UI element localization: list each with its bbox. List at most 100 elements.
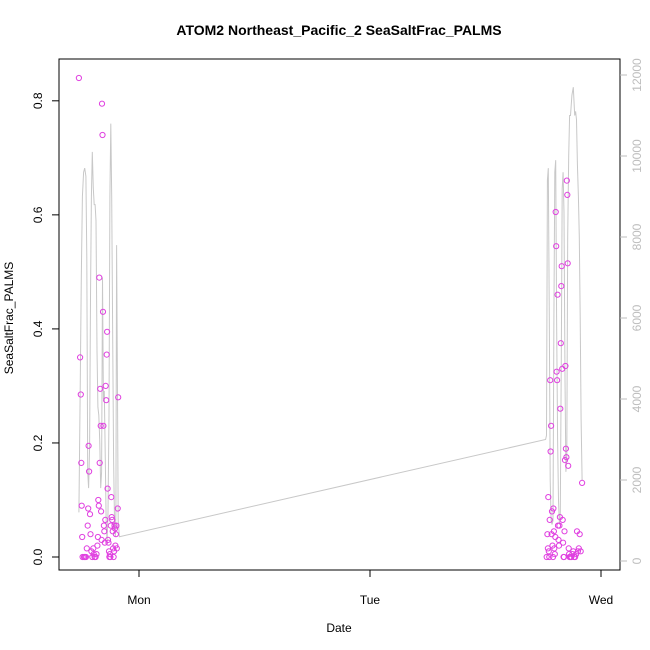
data-point bbox=[75, 74, 83, 82]
data-point bbox=[111, 525, 119, 532]
data-point bbox=[560, 539, 567, 546]
data-point bbox=[551, 545, 558, 552]
data-point bbox=[82, 553, 90, 561]
x-tick-label: Mon bbox=[127, 593, 150, 607]
data-point bbox=[86, 468, 93, 475]
data-point bbox=[550, 505, 557, 512]
data-point bbox=[98, 536, 105, 544]
data-point bbox=[553, 368, 560, 375]
data-point bbox=[110, 553, 117, 561]
data-point bbox=[558, 263, 565, 270]
data-point bbox=[113, 545, 120, 552]
data-point bbox=[87, 531, 94, 538]
data-point bbox=[105, 539, 112, 546]
data-point bbox=[574, 548, 582, 555]
data-point bbox=[553, 243, 560, 250]
data-point bbox=[565, 462, 572, 469]
data-point bbox=[548, 508, 556, 515]
data-point bbox=[561, 457, 569, 464]
y2-tick-label: 12000 bbox=[630, 58, 644, 92]
data-point bbox=[109, 516, 116, 524]
data-point bbox=[550, 528, 558, 535]
data-point bbox=[565, 545, 572, 552]
data-point bbox=[577, 548, 584, 555]
data-point bbox=[564, 260, 571, 267]
data-point bbox=[545, 548, 552, 555]
data-point bbox=[77, 354, 84, 361]
x-axis-label: Date bbox=[326, 621, 352, 635]
data-point bbox=[547, 448, 554, 455]
y-axis-left: 0.0 0.2 0.4 0.6 0.8 bbox=[31, 92, 59, 565]
data-point bbox=[561, 528, 568, 535]
point-series-layer bbox=[75, 74, 586, 561]
data-point bbox=[97, 422, 104, 429]
data-point bbox=[83, 545, 90, 552]
data-point bbox=[85, 505, 92, 512]
data-point bbox=[543, 553, 550, 561]
y2-tick-label: 0 bbox=[630, 557, 644, 564]
y-tick-label: 0.8 bbox=[31, 92, 45, 109]
y2-tick-label: 2000 bbox=[630, 466, 644, 493]
data-point bbox=[554, 291, 561, 298]
x-tick-label: Tue bbox=[360, 593, 381, 607]
data-point bbox=[544, 531, 551, 538]
data-point bbox=[557, 340, 564, 347]
data-point bbox=[95, 502, 102, 509]
data-point bbox=[544, 545, 552, 552]
data-point bbox=[113, 522, 120, 529]
data-point bbox=[106, 551, 114, 558]
y-tick-label: 0.6 bbox=[31, 206, 45, 223]
data-point bbox=[554, 377, 561, 384]
data-point bbox=[545, 494, 552, 501]
data-point bbox=[108, 514, 115, 521]
series-line bbox=[78, 87, 583, 541]
data-point bbox=[556, 522, 563, 529]
data-point bbox=[99, 131, 106, 139]
y2-tick-label: 10000 bbox=[630, 139, 644, 173]
data-point bbox=[107, 553, 114, 561]
data-point bbox=[89, 553, 96, 561]
data-point bbox=[85, 442, 92, 449]
data-point bbox=[102, 382, 109, 389]
data-point bbox=[559, 365, 566, 372]
data-point bbox=[103, 351, 110, 358]
data-point bbox=[546, 516, 553, 524]
data-point bbox=[98, 100, 106, 107]
data-point bbox=[96, 459, 103, 466]
data-point bbox=[111, 522, 118, 529]
data-point bbox=[77, 391, 84, 398]
data-point bbox=[101, 528, 108, 535]
data-point bbox=[86, 511, 94, 518]
data-point bbox=[576, 531, 583, 538]
data-point bbox=[572, 553, 579, 561]
y-tick-label: 0.2 bbox=[31, 434, 45, 451]
data-point bbox=[558, 283, 565, 290]
data-point bbox=[102, 516, 109, 524]
data-point bbox=[93, 551, 100, 558]
y-axis-label: SeaSaltFrac_PALMS bbox=[2, 262, 16, 375]
data-point bbox=[97, 385, 104, 392]
data-point bbox=[90, 545, 97, 552]
data-point bbox=[98, 508, 105, 515]
data-point bbox=[104, 536, 112, 544]
data-point bbox=[108, 494, 115, 501]
y2-tick-label: 4000 bbox=[630, 385, 644, 412]
data-point bbox=[96, 274, 103, 281]
data-point bbox=[563, 177, 570, 184]
data-point bbox=[79, 533, 86, 541]
y-tick-label: 0.0 bbox=[31, 548, 45, 565]
data-point bbox=[78, 459, 85, 466]
data-point bbox=[95, 496, 102, 504]
data-point bbox=[557, 405, 564, 412]
x-axis: Mon Tue Wed bbox=[127, 570, 613, 607]
data-point bbox=[115, 394, 122, 401]
data-point bbox=[547, 377, 554, 384]
data-point bbox=[562, 445, 570, 452]
data-point bbox=[100, 422, 107, 429]
data-point bbox=[104, 328, 111, 335]
data-point bbox=[555, 536, 562, 544]
data-point bbox=[579, 479, 586, 486]
data-point bbox=[112, 531, 120, 538]
data-point bbox=[559, 516, 566, 524]
